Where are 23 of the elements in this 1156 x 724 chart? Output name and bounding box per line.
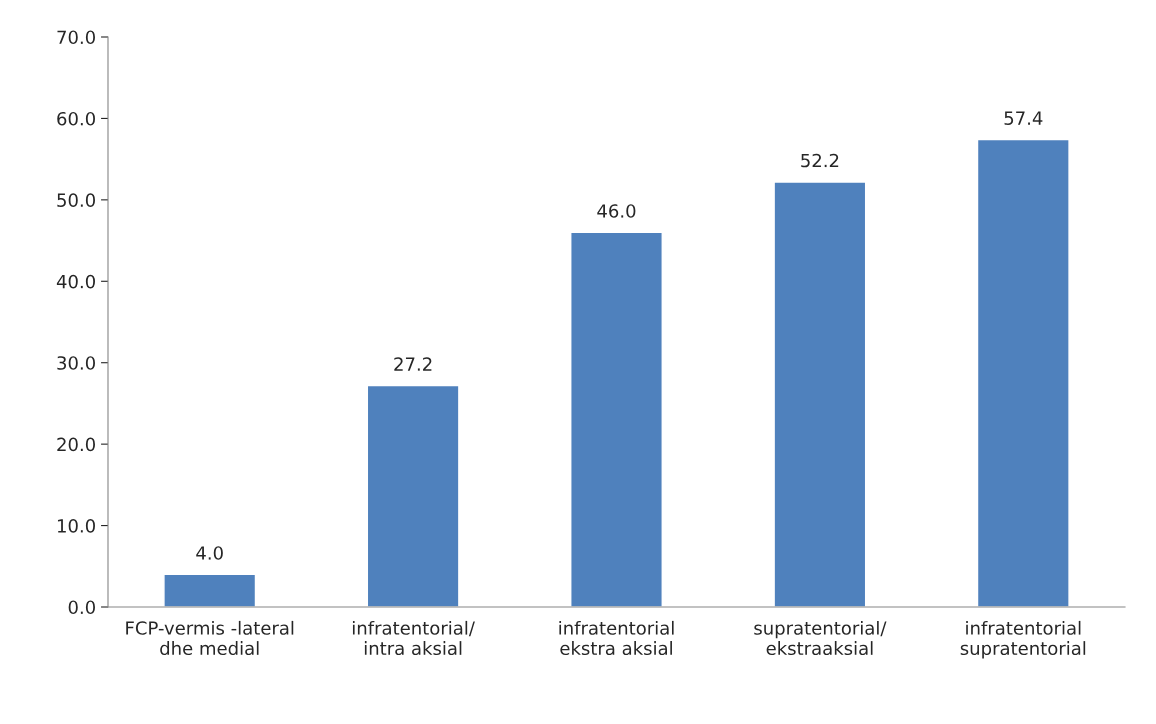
x-tick-label: FCP-vermis -lateral dhe medial <box>126 620 294 656</box>
bar <box>366 384 460 607</box>
data-label: 27.2 <box>394 357 432 371</box>
data-label: 4.0 <box>196 546 223 560</box>
x-tick-label: infratentorial ekstra aksial <box>559 620 674 656</box>
bar <box>163 573 257 607</box>
y-tick-label: 10.0 <box>57 519 95 533</box>
bar <box>773 181 867 607</box>
y-tick-label: 60.0 <box>57 111 95 126</box>
data-label: 57.4 <box>1004 111 1043 125</box>
bar <box>976 138 1070 607</box>
x-tick-label: infratentorial supratentorial <box>960 620 1086 659</box>
data-label: 52.2 <box>801 153 839 168</box>
data-label: 46.0 <box>597 204 636 218</box>
y-tick-label: 20.0 <box>57 437 95 452</box>
y-tick-label: 0.0 <box>68 600 95 615</box>
bar <box>570 231 663 607</box>
y-tick-label: 70.0 <box>57 30 95 45</box>
y-tick-label: 50.0 <box>57 193 95 207</box>
x-tick-label: infratentorial/ intra aksial <box>352 620 475 656</box>
x-tick-label: supratentorial/ ekstraaksial <box>754 620 887 656</box>
y-tick-label: 30.0 <box>57 356 95 370</box>
y-tick-label: 40.0 <box>56 274 95 289</box>
